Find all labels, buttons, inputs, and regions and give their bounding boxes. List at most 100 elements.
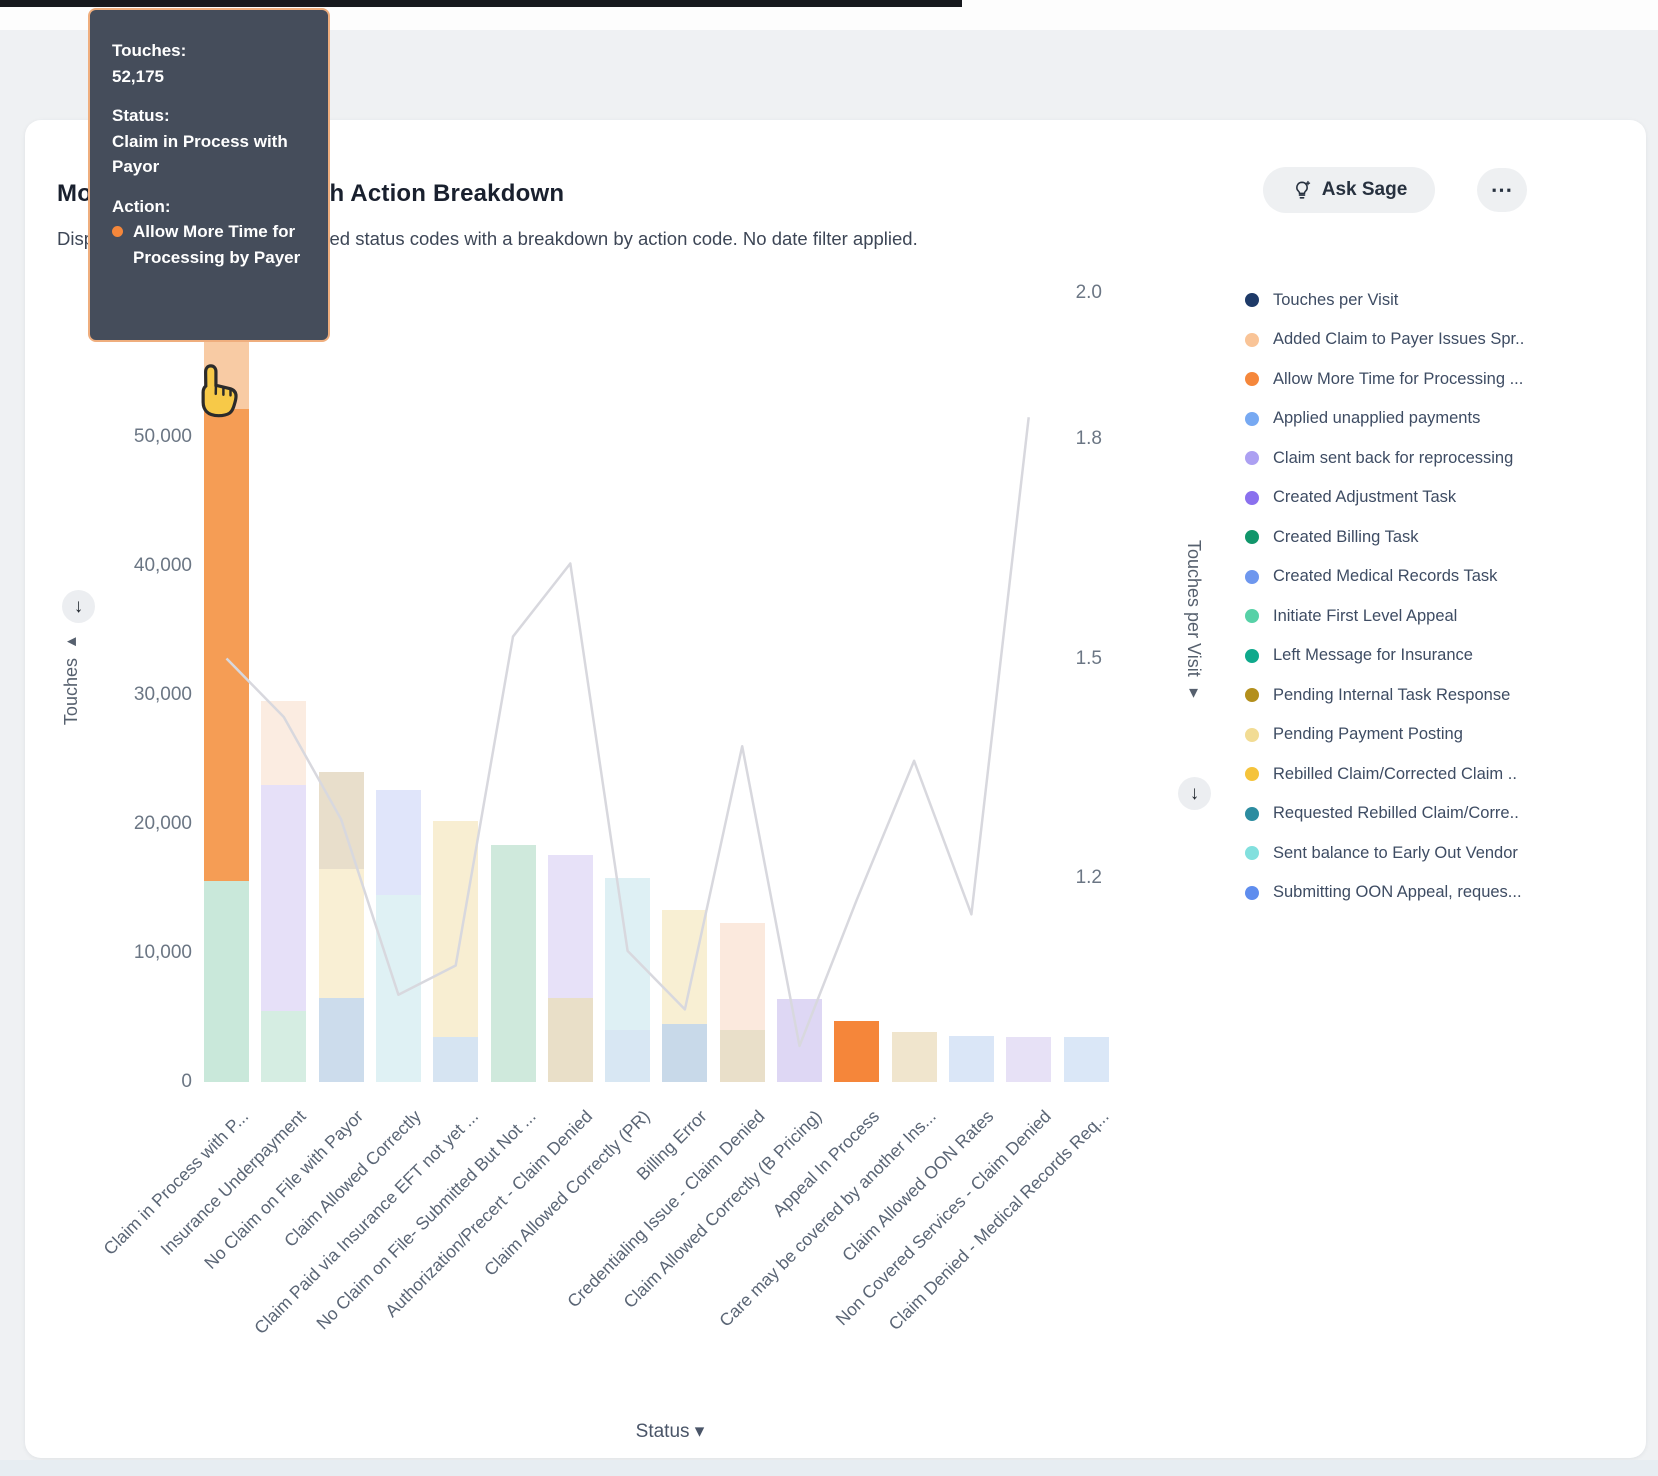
- stacked-bar[interactable]: [318, 772, 364, 1082]
- legend-item[interactable]: Created Adjustment Task: [1245, 486, 1524, 510]
- right-axis-tick: 1.5: [1075, 647, 1102, 669]
- legend-item[interactable]: Pending Internal Task Response: [1245, 683, 1524, 707]
- legend-item[interactable]: Requested Rebilled Claim/Corre..: [1245, 802, 1524, 826]
- stacked-bar[interactable]: [547, 854, 593, 1082]
- bar-segment[interactable]: [834, 1021, 880, 1082]
- bar-segment[interactable]: [204, 408, 249, 881]
- stacked-bar[interactable]: [834, 1021, 880, 1082]
- legend-item[interactable]: Added Claim to Payer Issues Spr..: [1245, 328, 1524, 352]
- bar-segment[interactable]: [547, 854, 593, 999]
- legend-label: Requested Rebilled Claim/Corre..: [1273, 804, 1519, 822]
- legend-item[interactable]: Claim sent back for reprocessing: [1245, 446, 1524, 470]
- stacked-bar[interactable]: [948, 1035, 994, 1082]
- legend-label: Sent balance to Early Out Vendor: [1273, 843, 1518, 862]
- cursor-pointer-icon: [188, 362, 246, 431]
- bar-segment[interactable]: [490, 844, 536, 1082]
- bar-segment[interactable]: [433, 821, 479, 1037]
- bar-segment[interactable]: [375, 790, 421, 895]
- ask-sage-button[interactable]: Ask Sage: [1263, 167, 1435, 213]
- stacked-bar[interactable]: [490, 844, 536, 1082]
- legend-item[interactable]: Left Message for Insurance: [1245, 644, 1524, 668]
- legend-item[interactable]: Touches per Visit: [1245, 288, 1524, 312]
- bar-segment[interactable]: [719, 923, 765, 1031]
- legend-color-dot: [1245, 609, 1259, 623]
- legend-color-dot: [1245, 885, 1259, 900]
- bar-segment[interactable]: [375, 894, 421, 1082]
- legend-item[interactable]: Allow More Time for Processing ...: [1245, 367, 1524, 391]
- left-axis-tick: 10,000: [133, 942, 192, 963]
- right-axis-sort-button[interactable]: ↓: [1178, 777, 1211, 810]
- bar-segment[interactable]: [948, 1035, 994, 1082]
- bar-segment[interactable]: [433, 1036, 479, 1082]
- bar-segment[interactable]: [1006, 1036, 1052, 1082]
- left-axis-sort-button[interactable]: ↓: [62, 590, 95, 623]
- stacked-bar[interactable]: [1006, 1036, 1052, 1082]
- legend-item[interactable]: Created Billing Task: [1245, 525, 1524, 549]
- bar-segment[interactable]: [605, 1030, 651, 1082]
- left-axis-tick: 0: [181, 1071, 192, 1092]
- bar-segment[interactable]: [777, 999, 822, 1082]
- bar-segment[interactable]: [662, 1023, 708, 1082]
- legend-label: Pending Payment Posting: [1273, 725, 1463, 743]
- more-options-button[interactable]: ⋯: [1477, 168, 1527, 212]
- bar-segment[interactable]: [1063, 1036, 1109, 1082]
- bar-segment[interactable]: [318, 998, 364, 1082]
- legend-color-dot: [1245, 846, 1259, 860]
- tooltip-action-value: Allow More Time for Processing by Payer: [133, 222, 301, 267]
- legend-item[interactable]: Pending Payment Posting: [1245, 723, 1524, 747]
- legend-color-dot: [1245, 648, 1259, 663]
- legend-label: Initiate First Level Appeal: [1273, 606, 1458, 625]
- tooltip-status-value: Claim in Process with Payor: [112, 131, 288, 177]
- legend-color-dot: [1245, 530, 1259, 544]
- tooltip-status-label: Status:: [112, 106, 170, 125]
- arrow-down-icon: ↓: [73, 595, 84, 617]
- legend-item[interactable]: Initiate First Level Appeal: [1245, 604, 1524, 628]
- bar-segment[interactable]: [719, 1030, 765, 1082]
- triangle-down-icon: ▾: [1184, 681, 1204, 703]
- bar-segment[interactable]: [261, 1011, 307, 1082]
- stacked-bar[interactable]: [777, 999, 822, 1082]
- bar-segment[interactable]: [261, 701, 307, 786]
- bar-segment[interactable]: [605, 878, 651, 1031]
- stacked-bar[interactable]: [1063, 1036, 1109, 1082]
- legend-label: Left Message for Insurance: [1273, 646, 1473, 664]
- legend-item[interactable]: Rebilled Claim/Corrected Claim ..: [1245, 762, 1524, 786]
- legend-label: Rebilled Claim/Corrected Claim ..: [1273, 764, 1517, 783]
- stacked-bar[interactable]: [433, 821, 479, 1082]
- left-axis-tick: 40,000: [133, 555, 192, 576]
- hover-tooltip: Touches: 52,175 Status: Claim in Process…: [88, 8, 330, 342]
- legend-label: Pending Internal Task Response: [1273, 685, 1511, 704]
- right-axis-tick: 1.2: [1075, 866, 1102, 888]
- legend-item[interactable]: Sent balance to Early Out Vendor: [1245, 841, 1524, 865]
- stacked-bar[interactable]: [662, 910, 708, 1082]
- stacked-bar[interactable]: [719, 923, 765, 1082]
- bar-segment[interactable]: [318, 772, 364, 870]
- stacked-bar[interactable]: [605, 878, 651, 1082]
- stacked-bar[interactable]: [891, 1031, 937, 1082]
- bar-segment[interactable]: [261, 785, 307, 1012]
- stacked-bar[interactable]: [261, 701, 307, 1082]
- bar-segment[interactable]: [662, 910, 708, 1024]
- legend-color-dot: [1245, 490, 1259, 505]
- top-dark-strip: [0, 0, 962, 7]
- x-axis-title-control[interactable]: Status ▾: [635, 1421, 705, 1442]
- legend-label: Applied unapplied payments: [1273, 409, 1481, 427]
- lightbulb-sparkle-icon: [1291, 179, 1313, 201]
- legend-color-dot: [1245, 688, 1259, 702]
- legend-item[interactable]: Created Medical Records Task: [1245, 565, 1524, 589]
- legend-item[interactable]: Applied unapplied payments: [1245, 407, 1524, 431]
- legend-label: Submitting OON Appeal, reques...: [1273, 883, 1522, 901]
- bar-segment[interactable]: [318, 869, 364, 999]
- legend-item[interactable]: Submitting OON Appeal, reques...: [1245, 881, 1524, 905]
- bar-segment[interactable]: [891, 1031, 937, 1082]
- left-axis-title[interactable]: Touches ▸: [61, 632, 81, 726]
- ellipsis-icon: ⋯: [1490, 177, 1514, 202]
- stacked-bar[interactable]: [204, 408, 249, 1082]
- legend-label: Created Billing Task: [1273, 527, 1419, 546]
- bar-segment[interactable]: [547, 998, 593, 1082]
- bar-segment[interactable]: [204, 880, 249, 1082]
- tooltip-touches-label: Touches:: [112, 41, 187, 60]
- right-axis-title[interactable]: Touches per Visit ▾: [1184, 540, 1204, 703]
- stacked-bar[interactable]: [375, 790, 421, 1082]
